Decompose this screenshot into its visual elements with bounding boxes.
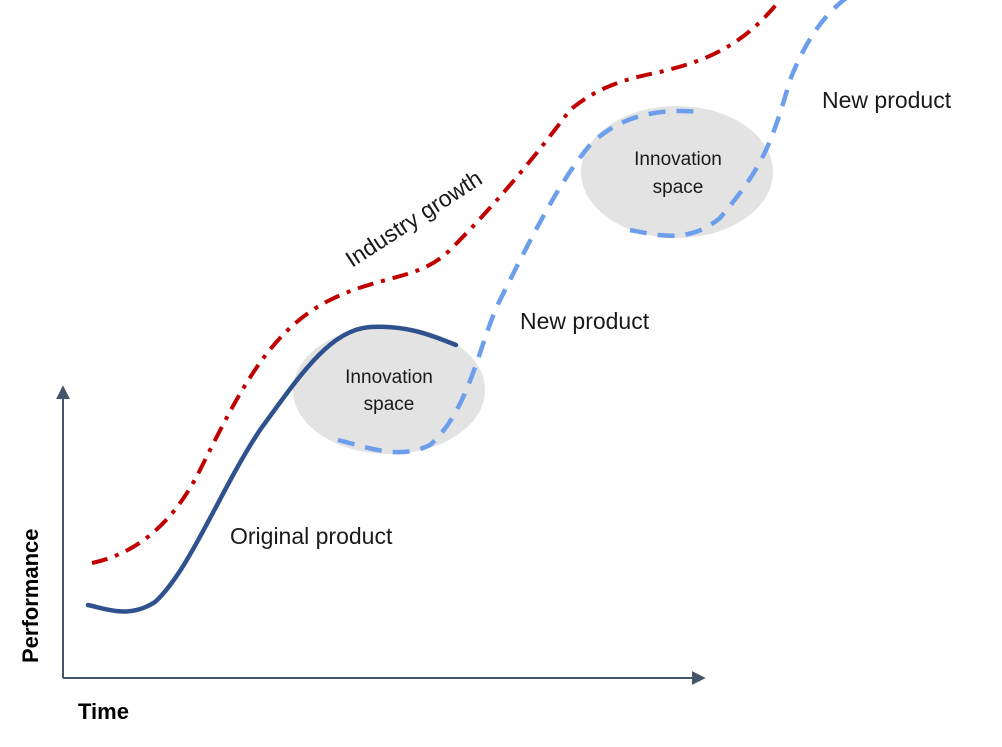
industry-growth-curve bbox=[91, 0, 782, 565]
y-axis-title: Performance bbox=[18, 528, 43, 663]
original-product-label: Original product bbox=[230, 523, 393, 549]
new-product-label-1: New product bbox=[520, 308, 650, 334]
new-product-curve-2 bbox=[629, 0, 848, 238]
new-product-label-2: New product bbox=[822, 87, 952, 113]
industry-growth-label: Industry growth bbox=[341, 165, 487, 272]
original-product-curve bbox=[85, 324, 459, 614]
innovation-space-bubble-2 bbox=[581, 106, 773, 238]
innovation-space-label-2-line1: Innovation bbox=[634, 149, 722, 170]
innovation-space-bubble-1 bbox=[293, 326, 485, 454]
x-axis-title: Time bbox=[78, 699, 129, 724]
innovation-space-label-1-line2: space bbox=[364, 394, 415, 415]
innovation-space-label-1-line1: Innovation bbox=[345, 367, 433, 388]
innovation-space-label-2-line2: space bbox=[653, 177, 704, 198]
new-product-curve-1 bbox=[337, 108, 701, 455]
